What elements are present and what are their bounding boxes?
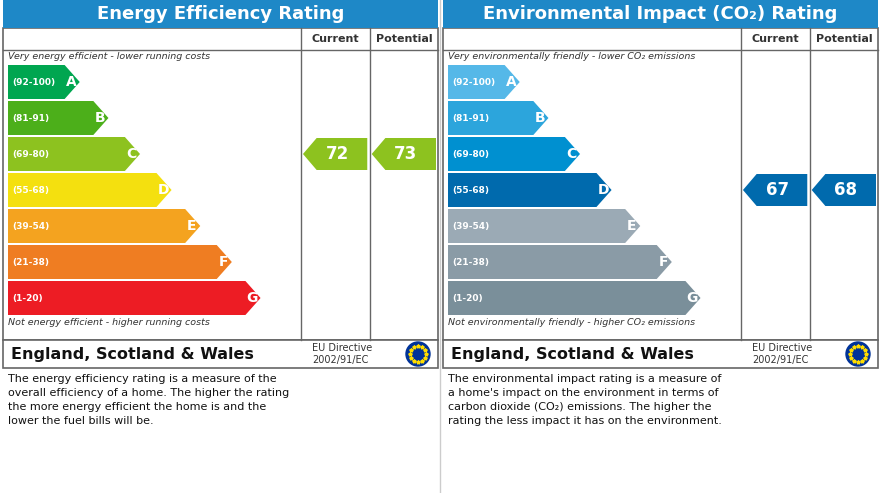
Polygon shape (448, 173, 612, 207)
Text: The energy efficiency rating is a measure of the
overall efficiency of a home. T: The energy efficiency rating is a measur… (8, 374, 290, 426)
Text: A: A (66, 75, 77, 89)
Bar (443, 28, 878, 340)
Bar (443, 0, 878, 28)
Text: England, Scotland & Wales: England, Scotland & Wales (11, 347, 253, 361)
Text: D: D (598, 183, 609, 197)
Text: Very energy efficient - lower running costs: Very energy efficient - lower running co… (8, 52, 210, 61)
Bar (3, 28, 438, 340)
Text: (21-38): (21-38) (12, 257, 49, 267)
Polygon shape (8, 281, 260, 315)
Text: (1-20): (1-20) (452, 293, 482, 303)
Text: Current: Current (752, 34, 799, 44)
Polygon shape (8, 173, 172, 207)
Text: (39-54): (39-54) (12, 221, 49, 231)
Text: (92-100): (92-100) (452, 77, 495, 86)
Text: G: G (686, 291, 698, 305)
Text: Not environmentally friendly - higher CO₂ emissions: Not environmentally friendly - higher CO… (448, 318, 695, 327)
Polygon shape (448, 245, 671, 279)
Bar (3, 340, 438, 368)
Text: E: E (627, 219, 637, 233)
Bar (443, 340, 878, 368)
Circle shape (406, 342, 430, 366)
Polygon shape (8, 245, 231, 279)
Text: EU Directive
2002/91/EC: EU Directive 2002/91/EC (312, 343, 372, 365)
Polygon shape (303, 138, 367, 170)
Polygon shape (8, 209, 201, 243)
Polygon shape (8, 137, 140, 171)
Text: (55-68): (55-68) (12, 185, 49, 195)
Text: A: A (506, 75, 517, 89)
Text: G: G (246, 291, 258, 305)
Circle shape (846, 342, 870, 366)
Text: Potential: Potential (376, 34, 432, 44)
Polygon shape (743, 174, 807, 206)
Text: F: F (659, 255, 668, 269)
Text: EU Directive
2002/91/EC: EU Directive 2002/91/EC (752, 343, 812, 365)
Text: 67: 67 (766, 181, 788, 199)
Text: 73: 73 (394, 145, 417, 163)
Text: Energy Efficiency Rating: Energy Efficiency Rating (97, 5, 344, 23)
Polygon shape (371, 138, 436, 170)
Text: Current: Current (312, 34, 359, 44)
Text: 72: 72 (326, 145, 348, 163)
Text: E: E (187, 219, 197, 233)
Text: (81-91): (81-91) (452, 113, 489, 122)
Text: (39-54): (39-54) (452, 221, 489, 231)
Polygon shape (8, 65, 80, 99)
Text: F: F (219, 255, 228, 269)
Text: C: C (567, 147, 576, 161)
Text: (69-80): (69-80) (452, 149, 489, 159)
Polygon shape (448, 137, 580, 171)
Text: (69-80): (69-80) (12, 149, 49, 159)
Polygon shape (448, 101, 548, 135)
Text: 68: 68 (834, 181, 857, 199)
Polygon shape (811, 174, 876, 206)
Polygon shape (8, 101, 108, 135)
Text: (92-100): (92-100) (12, 77, 55, 86)
Bar (3, 0, 438, 28)
Text: C: C (127, 147, 136, 161)
Text: Very environmentally friendly - lower CO₂ emissions: Very environmentally friendly - lower CO… (448, 52, 695, 61)
Text: England, Scotland & Wales: England, Scotland & Wales (451, 347, 693, 361)
Polygon shape (448, 65, 520, 99)
Text: B: B (535, 111, 546, 125)
Text: (1-20): (1-20) (12, 293, 42, 303)
Text: B: B (95, 111, 106, 125)
Polygon shape (448, 209, 641, 243)
Text: D: D (158, 183, 169, 197)
Text: Environmental Impact (CO₂) Rating: Environmental Impact (CO₂) Rating (483, 5, 838, 23)
Text: Not energy efficient - higher running costs: Not energy efficient - higher running co… (8, 318, 209, 327)
Text: The environmental impact rating is a measure of
a home's impact on the environme: The environmental impact rating is a mea… (448, 374, 722, 426)
Text: (21-38): (21-38) (452, 257, 489, 267)
Text: Potential: Potential (816, 34, 872, 44)
Text: (55-68): (55-68) (452, 185, 489, 195)
Text: (81-91): (81-91) (12, 113, 49, 122)
Polygon shape (448, 281, 700, 315)
